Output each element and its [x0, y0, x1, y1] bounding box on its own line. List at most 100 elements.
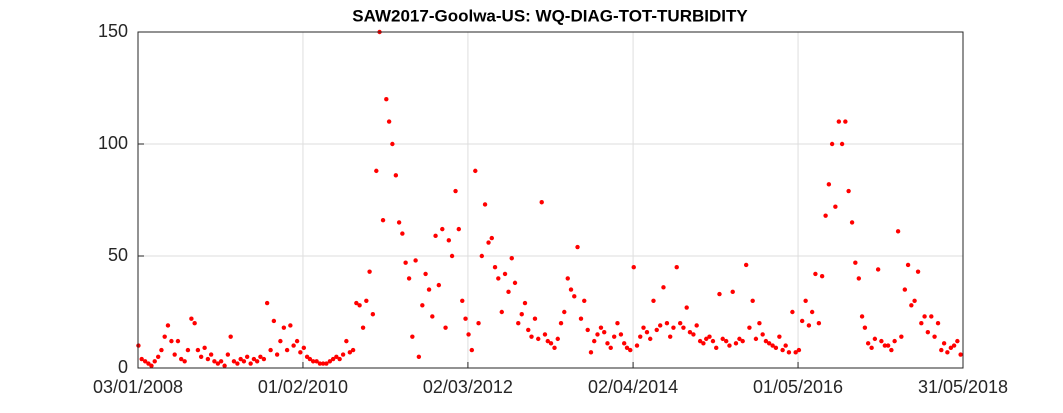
data-point: [912, 298, 917, 303]
data-point: [562, 309, 567, 315]
data-point: [869, 345, 874, 351]
points: [136, 29, 963, 368]
data-point: [446, 238, 452, 243]
data-point: [806, 323, 812, 328]
data-point: [555, 336, 560, 342]
data-point: [423, 271, 428, 277]
data-point: [644, 329, 650, 335]
data-point: [146, 361, 151, 366]
data-point: [777, 334, 782, 339]
data-point: [314, 359, 319, 364]
data-point: [939, 347, 944, 353]
data-point: [430, 314, 435, 319]
data-point: [694, 323, 699, 328]
data-point: [463, 316, 468, 321]
y-tick-label: 100: [98, 133, 128, 153]
data-point: [178, 356, 184, 362]
grid: [137, 31, 964, 369]
data-point: [449, 253, 455, 259]
data-point: [889, 347, 894, 353]
data-point: [162, 334, 167, 339]
data-point: [618, 332, 624, 337]
data-point: [853, 260, 858, 265]
data-point: [786, 350, 792, 355]
data-point: [384, 97, 389, 102]
data-point: [496, 276, 501, 281]
data-point: [902, 287, 908, 292]
data-point: [575, 244, 580, 250]
data-point: [654, 327, 659, 333]
data-point: [228, 334, 233, 339]
data-point: [885, 343, 891, 348]
data-point: [238, 356, 243, 362]
data-point: [364, 298, 369, 303]
data-point: [307, 356, 313, 362]
data-point: [941, 341, 947, 346]
data-point: [416, 354, 422, 359]
data-point: [281, 325, 287, 330]
data-point: [935, 321, 941, 326]
data-point: [215, 361, 221, 366]
data-point: [780, 347, 785, 353]
data-point: [823, 213, 828, 218]
data-point: [406, 276, 412, 281]
data-point: [205, 356, 211, 362]
data-point: [568, 287, 574, 292]
data-point: [212, 359, 217, 364]
data-point: [310, 359, 316, 364]
y-tick-label: 0: [118, 357, 128, 377]
data-point: [469, 347, 475, 353]
data-point: [258, 354, 263, 359]
data-point: [856, 276, 862, 281]
data-point: [317, 361, 323, 366]
data-point: [588, 350, 594, 355]
x-tick-label: 01/02/2010: [258, 377, 348, 397]
data-point: [225, 352, 231, 357]
data-point: [192, 321, 197, 326]
data-point: [198, 354, 204, 359]
data-point: [691, 332, 696, 337]
data-point: [169, 338, 174, 344]
data-point: [922, 314, 927, 319]
data-point: [350, 347, 356, 353]
data-point: [142, 359, 148, 364]
data-point: [879, 338, 884, 344]
data-point: [895, 229, 901, 234]
data-point: [737, 336, 742, 342]
data-point: [578, 316, 584, 321]
data-point: [159, 347, 164, 353]
data-point: [651, 298, 656, 303]
data-point: [241, 359, 247, 364]
data-point: [476, 321, 481, 326]
data-point: [621, 341, 627, 346]
data-point: [396, 220, 402, 225]
data-point: [536, 336, 541, 342]
data-point: [829, 141, 835, 147]
data-point: [492, 265, 498, 270]
data-point: [899, 334, 904, 339]
data-point: [925, 329, 931, 335]
data-point: [522, 300, 528, 306]
data-point: [403, 260, 408, 265]
data-point: [634, 343, 640, 348]
x-tick-label: 03/01/2008: [93, 377, 183, 397]
data-point: [529, 334, 534, 339]
data-point: [324, 361, 329, 366]
data-point: [658, 323, 663, 328]
data-point: [826, 182, 832, 187]
data-point: [915, 269, 921, 274]
data-point: [747, 325, 752, 330]
data-point: [799, 318, 805, 324]
data-point: [664, 321, 670, 326]
data-point: [846, 188, 851, 194]
data-point: [697, 338, 703, 344]
data-point: [512, 280, 518, 286]
data-point: [763, 338, 769, 344]
data-point: [291, 343, 296, 348]
data-point: [440, 226, 445, 232]
data-point: [185, 347, 191, 353]
data-point: [390, 141, 395, 147]
data-point: [466, 332, 471, 337]
data-point: [182, 359, 187, 364]
data-point: [743, 262, 749, 268]
